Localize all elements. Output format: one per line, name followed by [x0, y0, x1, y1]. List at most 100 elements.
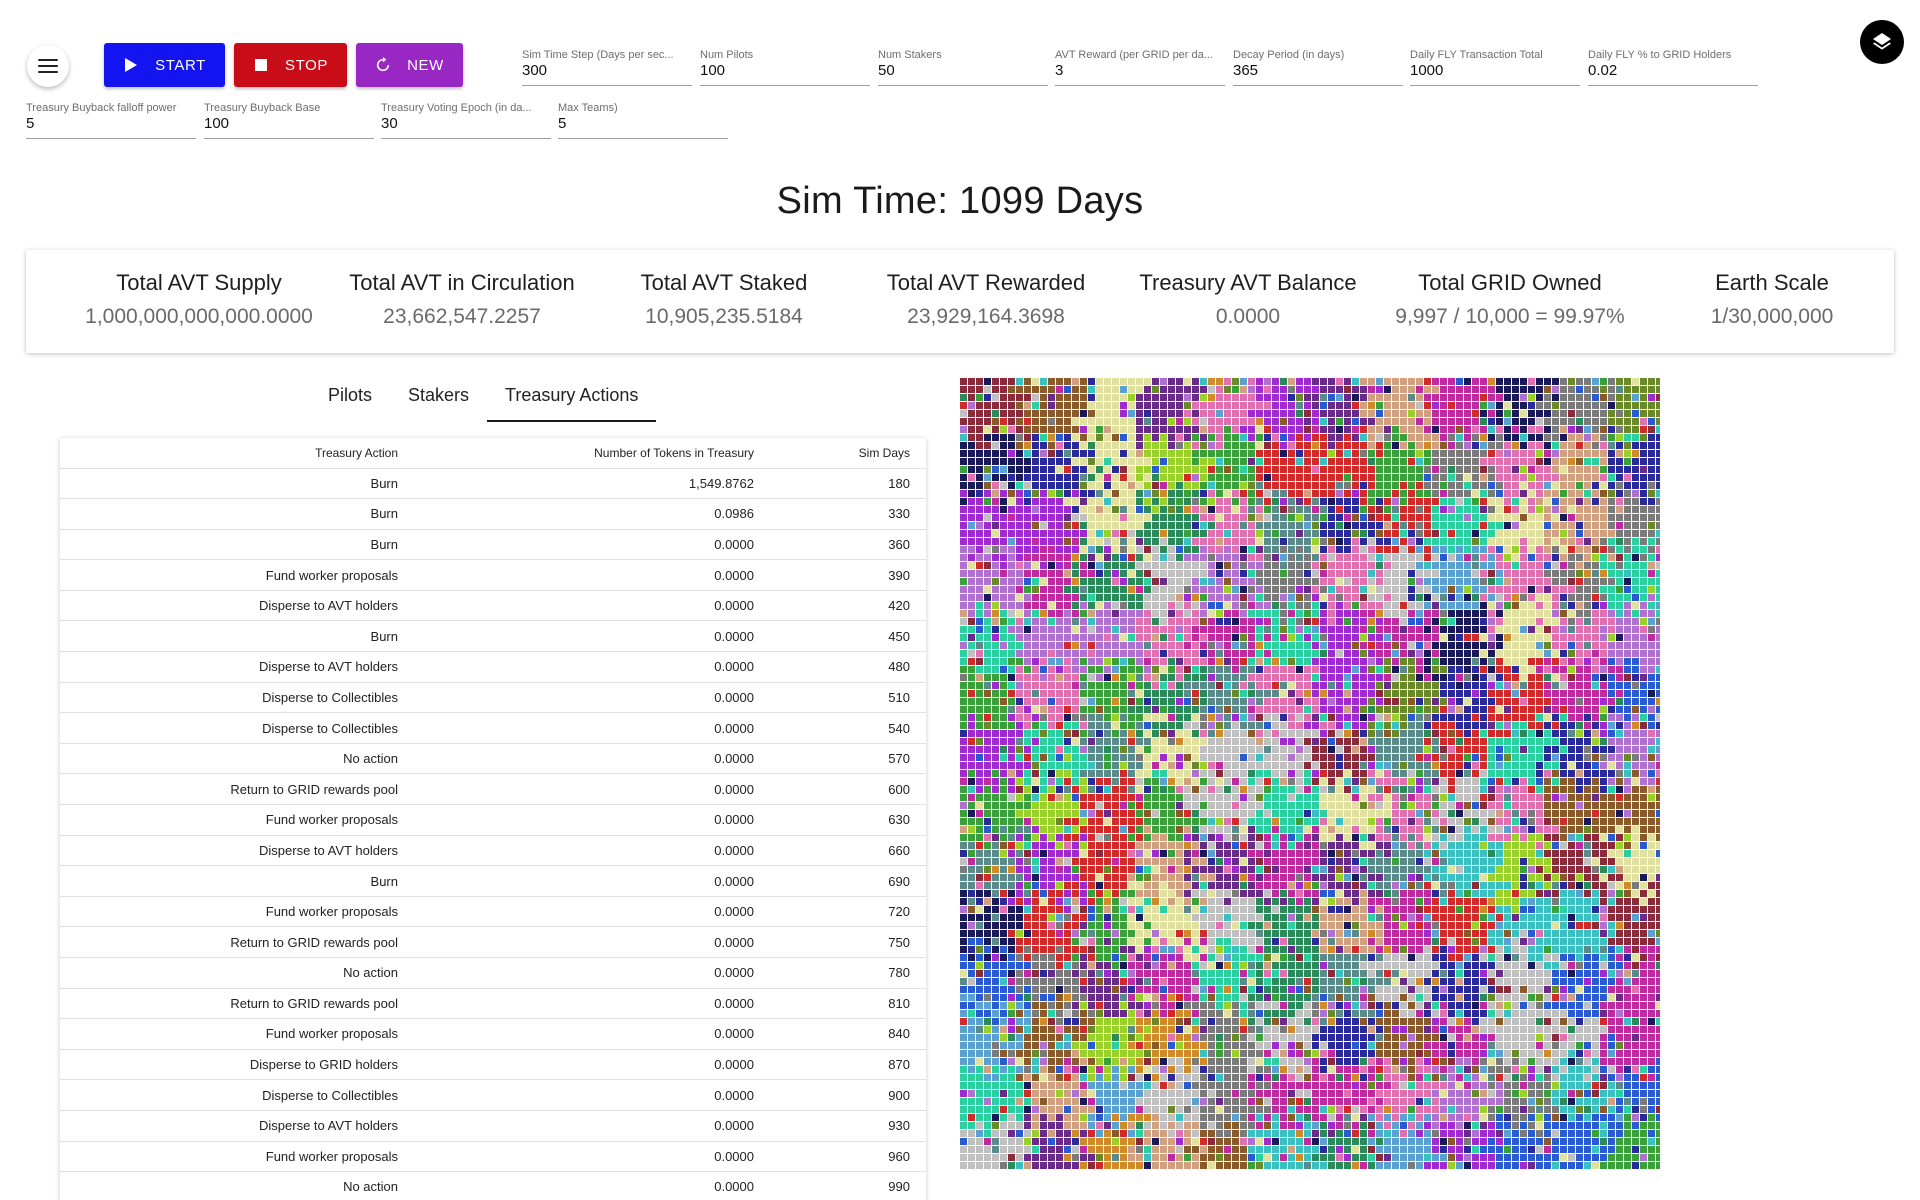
cell-tokens: 0.0000 [398, 620, 754, 653]
field-value[interactable]: 5 [558, 115, 567, 132]
field-value[interactable]: 300 [522, 62, 548, 79]
cell-action: Return to GRID rewards pool [60, 773, 398, 806]
cell-action: Disperse to Collectibles [60, 682, 398, 714]
param-max-teams[interactable]: Max Teams) 5 [558, 101, 728, 139]
start-button[interactable]: START [104, 43, 225, 87]
cell-sim-days: 720 [754, 896, 926, 928]
field-label: Max Teams) [558, 102, 618, 114]
field-value[interactable]: 50 [878, 62, 895, 79]
table-row: Return to GRID rewards pool 0.0000 600 [60, 773, 926, 806]
stat-grid-owned: Total GRID Owned 9,997 / 10,000 = 99.97% [1379, 250, 1641, 329]
param-num-pilots[interactable]: Num Pilots 100 [700, 48, 870, 86]
header-tokens-in-treasury[interactable]: Number of Tokens in Treasury [398, 438, 754, 469]
stat-title: Total AVT Staked [640, 270, 808, 295]
param-buyback-base[interactable]: Treasury Buyback Base 100 [204, 101, 374, 139]
table-row: Return to GRID rewards pool 0.0000 810 [60, 988, 926, 1020]
cell-action: Fund worker proposals [60, 804, 398, 836]
cell-action: Return to GRID rewards pool [60, 988, 398, 1020]
stat-rewarded: Total AVT Rewarded 23,929,164.3698 [855, 250, 1117, 329]
stat-value: 23,662,547.2257 [383, 305, 541, 328]
cell-sim-days: 990 [754, 1171, 926, 1200]
stat-title: Total AVT Supply [116, 270, 282, 295]
param-sim-time-step[interactable]: Sim Time Step (Days per sec... 300 [522, 48, 692, 86]
cell-tokens: 0.0000 [398, 1079, 754, 1111]
tab-treasury-actions[interactable]: Treasury Actions [487, 370, 657, 422]
cell-sim-days: 780 [754, 957, 926, 989]
param-num-stakers[interactable]: Num Stakers 50 [878, 48, 1048, 86]
layers-button[interactable] [1860, 20, 1904, 64]
cell-sim-days: 180 [754, 468, 926, 500]
table-row: Return to GRID rewards pool 0.0000 750 [60, 926, 926, 958]
cell-tokens: 0.0986 [398, 498, 754, 530]
cell-action: Disperse to Collectibles [60, 712, 398, 744]
header-treasury-action[interactable]: Treasury Action [60, 438, 398, 469]
cell-action: Burn [60, 529, 398, 561]
table-row: Burn 0.0986 330 [60, 498, 926, 530]
table-header-row: Treasury Action Number of Tokens in Trea… [60, 438, 926, 469]
field-value[interactable]: 365 [1233, 62, 1259, 79]
field-value[interactable]: 100 [204, 115, 230, 132]
play-icon [123, 57, 139, 73]
table-row: Disperse to AVT holders 0.0000 930 [60, 1110, 926, 1142]
cell-tokens: 0.0000 [398, 712, 754, 744]
cell-tokens: 0.0000 [398, 743, 754, 775]
stat-title: Total GRID Owned [1418, 270, 1602, 295]
stat-value: 1/30,000,000 [1710, 305, 1834, 328]
cell-sim-days: 810 [754, 988, 926, 1020]
new-button[interactable]: NEW [356, 43, 463, 87]
param-daily-fly-percent[interactable]: Daily FLY % to GRID Holders 0.02 [1588, 48, 1758, 86]
cell-sim-days: 420 [754, 590, 926, 622]
cell-action: Disperse to AVT holders [60, 1110, 398, 1142]
cell-action: Disperse to GRID holders [60, 1049, 398, 1081]
cell-sim-days: 390 [754, 559, 926, 591]
table-row: Fund worker proposals 0.0000 720 [60, 896, 926, 928]
param-decay-period[interactable]: Decay Period (in days) 365 [1233, 48, 1403, 86]
table-row: No action 0.0000 990 [60, 1171, 926, 1200]
stat-total-supply: Total AVT Supply 1,000,000,000,000.0000 [68, 250, 330, 329]
table-row: No action 0.0000 570 [60, 743, 926, 775]
layers-icon [1873, 33, 1891, 50]
table-row: Fund worker proposals 0.0000 960 [60, 1141, 926, 1173]
tab-bar: Pilots Stakers Treasury Actions [310, 370, 657, 422]
param-daily-fly-total[interactable]: Daily FLY Transaction Total 1000 [1410, 48, 1580, 86]
cell-sim-days: 750 [754, 926, 926, 958]
stop-button[interactable]: STOP [234, 43, 347, 87]
cell-tokens: 0.0000 [398, 896, 754, 928]
field-label: Treasury Voting Epoch (in da... [381, 102, 532, 114]
tab-stakers[interactable]: Stakers [408, 385, 470, 405]
grid-map[interactable] [960, 378, 1660, 1170]
cell-sim-days: 360 [754, 529, 926, 561]
stat-earth-scale: Earth Scale 1/30,000,000 [1641, 250, 1903, 329]
field-value[interactable]: 5 [26, 115, 35, 132]
cell-tokens: 0.0000 [398, 651, 754, 683]
field-value[interactable]: 100 [700, 62, 726, 79]
table-row: Disperse to AVT holders 0.0000 420 [60, 590, 926, 622]
cell-action: Burn [60, 468, 398, 500]
field-label: Num Stakers [878, 49, 942, 61]
cell-action: Burn [60, 865, 398, 897]
cell-action: Disperse to AVT holders [60, 590, 398, 622]
param-avt-reward[interactable]: AVT Reward (per GRID per da... 3 [1055, 48, 1225, 86]
table-row: Disperse to Collectibles 0.0000 540 [60, 712, 926, 744]
cell-tokens: 0.0000 [398, 1049, 754, 1081]
tab-pilots[interactable]: Pilots [328, 385, 373, 405]
cell-tokens: 0.0000 [398, 1141, 754, 1173]
header-sim-days[interactable]: Sim Days [754, 438, 926, 469]
cell-action: Disperse to Collectibles [60, 1079, 398, 1111]
field-value[interactable]: 0.02 [1588, 62, 1618, 79]
field-label: Daily FLY % to GRID Holders [1588, 49, 1732, 61]
field-value[interactable]: 3 [1055, 62, 1064, 79]
cell-tokens: 0.0000 [398, 957, 754, 989]
cell-action: Disperse to AVT holders [60, 835, 398, 867]
cell-tokens: 0.0000 [398, 1171, 754, 1200]
param-voting-epoch[interactable]: Treasury Voting Epoch (in da... 30 [381, 101, 551, 139]
param-buyback-falloff[interactable]: Treasury Buyback falloff power 5 [26, 101, 196, 139]
field-value[interactable]: 1000 [1410, 62, 1444, 79]
field-value[interactable]: 30 [381, 115, 398, 132]
cell-action: Fund worker proposals [60, 896, 398, 928]
field-label: AVT Reward (per GRID per da... [1055, 49, 1213, 61]
table-row: Burn 0.0000 450 [60, 620, 926, 653]
cell-sim-days: 540 [754, 712, 926, 744]
menu-button[interactable] [27, 45, 69, 87]
stat-title: Total AVT in Circulation [349, 270, 575, 295]
